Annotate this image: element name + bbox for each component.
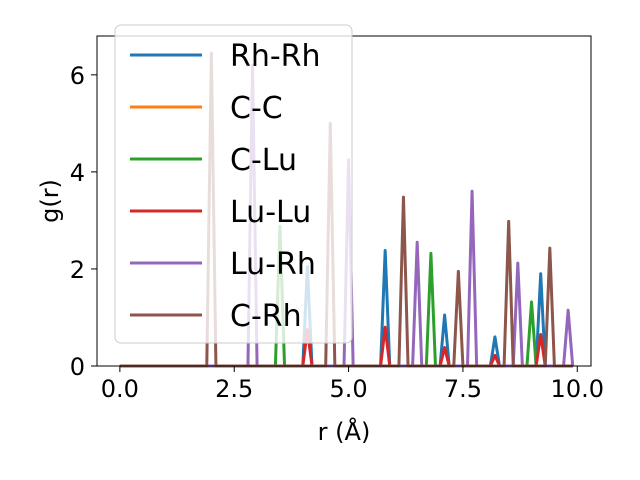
x-axis: 0.0 2.5 5.0 7.5 10.0 xyxy=(101,366,604,403)
x-axis-label: r (Å) xyxy=(318,417,371,446)
x-tick-label: 0.0 xyxy=(101,375,139,403)
x-tick-label: 5.0 xyxy=(329,375,367,403)
y-axis-label: g(r) xyxy=(36,179,64,223)
x-tick-label: 7.5 xyxy=(444,375,482,403)
legend: Rh-Rh C-C C-Lu Lu-Lu Lu-Rh C-Rh xyxy=(114,24,353,344)
x-tick-label: 2.5 xyxy=(215,375,253,403)
legend-label: Lu-Rh xyxy=(230,247,316,282)
legend-label: Lu-Lu xyxy=(230,195,311,230)
legend-label: C-Rh xyxy=(230,299,302,334)
y-tick-label: 0 xyxy=(70,353,85,381)
legend-label: Rh-Rh xyxy=(230,39,321,74)
legend-label: C-C xyxy=(230,91,283,126)
y-axis: 0 2 4 6 xyxy=(70,62,97,381)
x-tick-label: 10.0 xyxy=(551,375,604,403)
y-tick-label: 4 xyxy=(70,159,85,187)
y-tick-label: 2 xyxy=(70,256,85,284)
legend-label: C-Lu xyxy=(230,143,297,178)
series-line-lu-lu xyxy=(119,325,573,368)
y-tick-label: 6 xyxy=(70,62,85,90)
